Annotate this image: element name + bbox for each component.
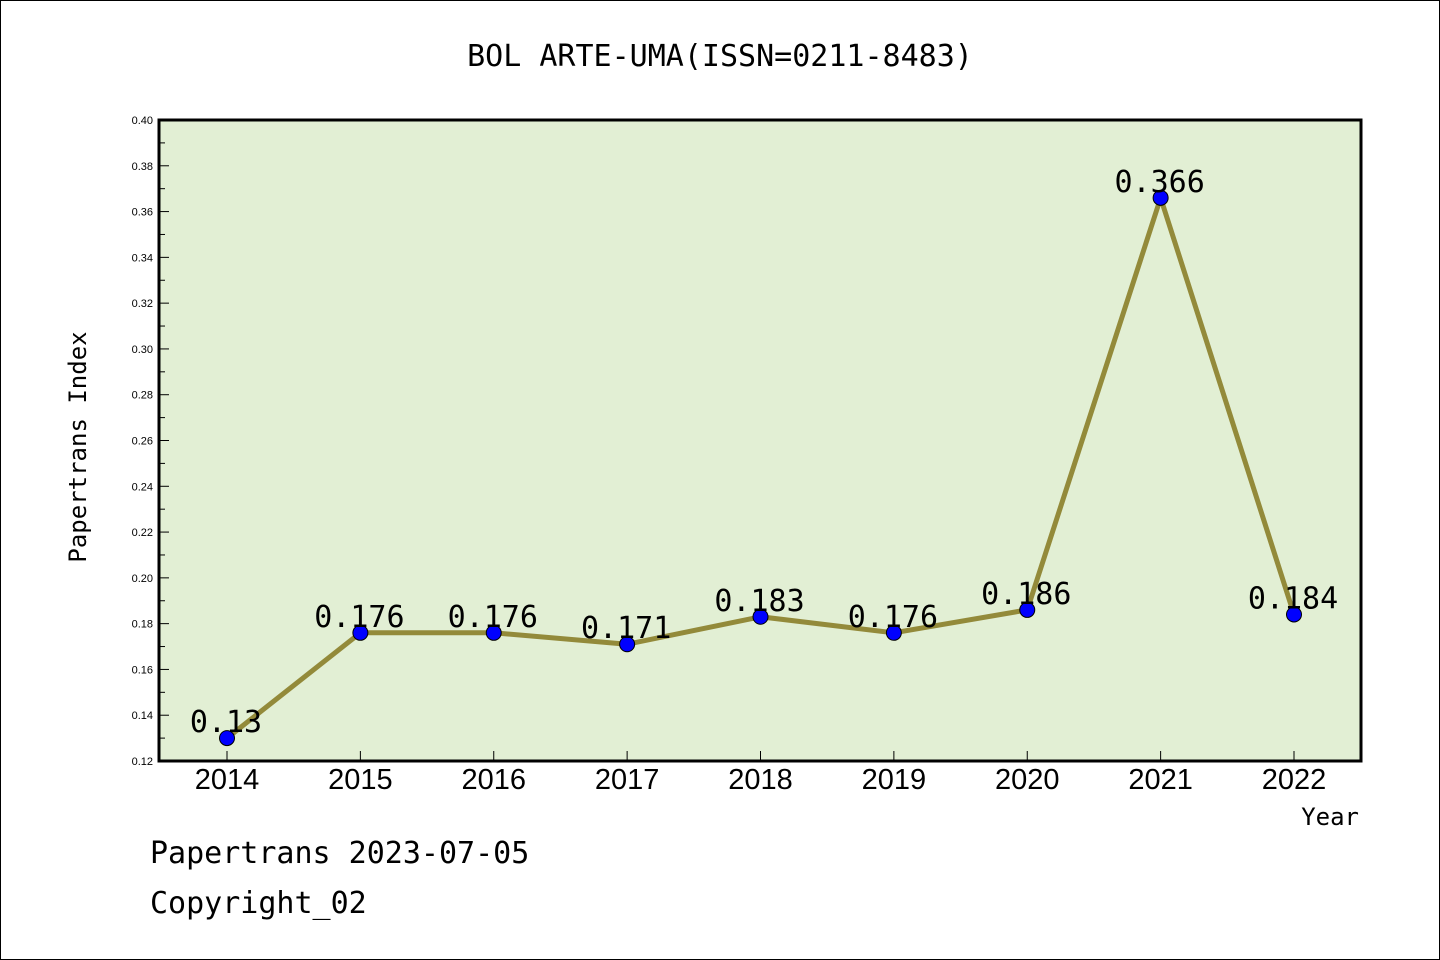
x-tick-label: 2018 — [728, 764, 793, 796]
y-axis-label: Papertrans Index — [64, 331, 92, 562]
y-tick-label: 0.24 — [132, 481, 153, 493]
y-tick-label: 0.32 — [132, 298, 153, 310]
y-tick-label: 0.36 — [132, 207, 153, 219]
y-tick-label: 0.18 — [132, 619, 153, 631]
y-tick-label: 0.20 — [132, 573, 153, 585]
x-axis-label: Year — [1301, 803, 1359, 831]
data-point — [752, 608, 769, 625]
data-point — [352, 624, 369, 641]
x-tick-label: 2019 — [862, 764, 927, 796]
y-tick-label: 0.12 — [132, 756, 153, 768]
data-label: 0.366 — [1114, 165, 1204, 200]
x-tick-label: 2015 — [328, 764, 393, 796]
data-label: 0.171 — [581, 611, 671, 646]
x-tick-label: 2017 — [595, 764, 660, 796]
data-label: 0.176 — [314, 600, 404, 635]
x-axis-ticks: 2014 2015 2016 2017 2018 2019 2020 2021 2022 — [195, 751, 1327, 796]
data-label: 0.184 — [1248, 581, 1338, 616]
x-tick-label: 2021 — [1128, 764, 1193, 796]
data-label: 0.13 — [190, 705, 262, 740]
y-tick-label: 0.34 — [132, 252, 153, 264]
footer-copyright: Copyright_02 — [150, 886, 367, 921]
x-tick-label: 2020 — [995, 764, 1060, 796]
y-tick-label: 0.30 — [132, 344, 153, 356]
y-tick-label: 0.40 — [132, 115, 153, 127]
plot-area — [157, 118, 1363, 763]
footer-date: Papertrans 2023-07-05 — [150, 836, 529, 871]
data-point — [1286, 606, 1302, 623]
series-group: 0.13 0.176 0.176 0.171 0.183 0.176 0.186 0.366 0… — [190, 165, 1338, 747]
y-tick-label: 0.16 — [132, 664, 153, 676]
data-label: 0.186 — [981, 577, 1071, 612]
y-tick-label: 0.28 — [132, 390, 153, 402]
data-label: 0.183 — [714, 584, 804, 619]
x-tick-label: 2016 — [461, 764, 526, 796]
x-tick-label: 2022 — [1262, 764, 1327, 796]
data-point — [1019, 601, 1036, 618]
data-point — [885, 624, 902, 641]
data-point — [1152, 189, 1169, 206]
y-tick-label: 0.22 — [132, 527, 153, 539]
x-tick-label: 2014 — [195, 764, 260, 796]
y-tick-label: 0.14 — [132, 710, 153, 722]
y-tick-label: 0.26 — [132, 436, 153, 448]
y-tick-label: 0.38 — [132, 161, 153, 173]
chart-title: BOL ARTE-UMA(ISSN=0211-8483) — [467, 39, 973, 74]
data-point — [619, 636, 636, 653]
data-label: 0.176 — [848, 600, 938, 635]
y-axis-ticks: 0.12 0.14 0.16 0.18 0.20 0.22 0.24 0.26 0.28 0.30… — [132, 115, 169, 768]
data-label: 0.176 — [448, 600, 538, 635]
data-point — [485, 624, 502, 641]
data-point — [219, 730, 235, 747]
